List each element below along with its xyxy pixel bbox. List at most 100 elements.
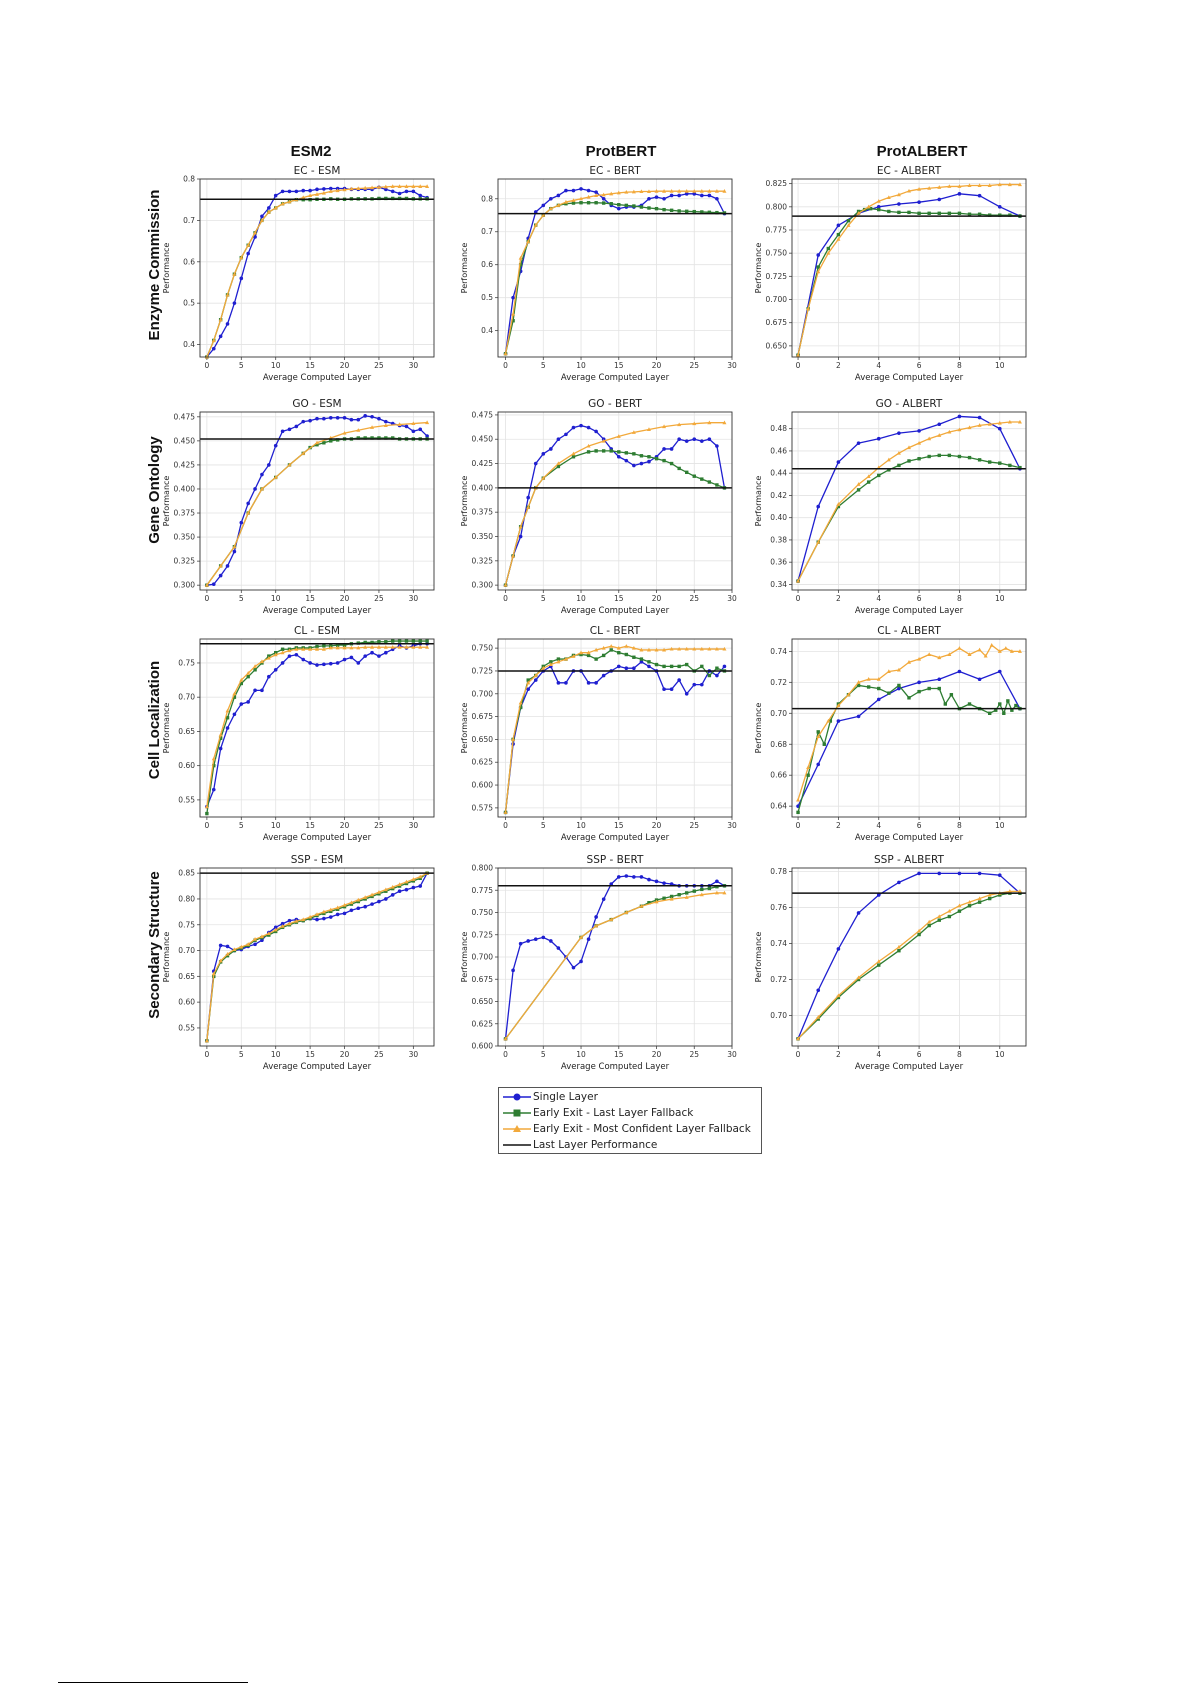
column-header-protbert: ProtBERT — [585, 143, 657, 160]
chart-0-series-single-layer-point — [315, 187, 319, 192]
chart-1-series-early-exit-most-confident-layer-fallback-point — [594, 193, 599, 197]
chart-4-series-early-exit-last-layer-fallback-point — [586, 450, 591, 454]
chart-5-series-early-exit-most-confident-layer-fallback-point — [917, 440, 922, 445]
chart-4-xtick-label: 25 — [689, 594, 699, 603]
chart-11-series-single-layer-point — [937, 871, 942, 876]
chart-7-xtick-label: 5 — [541, 821, 546, 830]
chart-3-ytick-label: 0.450 — [174, 436, 196, 445]
chart-8-series-early-exit-last-layer-fallback-point — [887, 691, 891, 695]
chart-5-series-early-exit-last-layer-fallback-point — [947, 453, 952, 458]
chart-9-series-single-layer-point — [363, 904, 367, 909]
chart-2-series-early-exit-last-layer-fallback-point — [977, 212, 982, 216]
chart-0-ylabel: Performance — [162, 243, 171, 294]
chart-6-series-early-exit-most-confident-layer-fallback-point — [301, 647, 306, 651]
chart-6-series-early-exit-most-confident-layer-fallback-point — [397, 645, 402, 649]
chart-10-series-early-exit-most-confident-layer-fallback-point — [699, 892, 704, 897]
chart-9-series-early-exit-most-confident-layer-fallback-point — [218, 958, 223, 963]
chart-3-series-single-layer-point — [384, 419, 388, 424]
chart-10-ytick-label: 0.600 — [472, 1042, 494, 1051]
chart-10-series-single-layer-point — [639, 875, 644, 879]
chart-6-series-early-exit-last-layer-fallback-point — [335, 643, 340, 647]
chart-8-series-early-exit-last-layer-fallback-point — [796, 810, 800, 815]
chart-10-ytick-label: 0.775 — [472, 886, 494, 895]
chart-5-series-early-exit-most-confident-layer-fallback-point — [987, 422, 992, 426]
chart-8-series-single-layer-point — [977, 677, 982, 682]
chart-3-series-early-exit-most-confident-layer-fallback-point — [287, 462, 292, 467]
chart-2-ylabel: Performance — [754, 243, 763, 294]
chart-9-series-early-exit-most-confident-layer-fallback-point — [294, 918, 299, 923]
chart-5-series-early-exit-most-confident-layer-fallback-point — [856, 482, 861, 486]
chart-1-plot-area — [498, 179, 732, 357]
chart-6-series-early-exit-most-confident-layer-fallback-point — [259, 659, 264, 664]
chart-6-xtick-label: 20 — [340, 821, 350, 830]
chart-6-series-early-exit-most-confident-layer-fallback-point — [225, 708, 230, 713]
chart-7-series-single-layer-point — [556, 681, 561, 685]
chart-4-ytick-label: 0.375 — [472, 508, 494, 517]
chart-7-series-early-exit-most-confident-layer-fallback-point — [503, 810, 508, 814]
chart-2-series-early-exit-last-layer-fallback-point — [836, 232, 841, 237]
chart-9-ytick-label: 0.65 — [178, 972, 195, 981]
chart-5-series-single-layer-point — [957, 414, 962, 419]
chart-5-series-early-exit-most-confident-layer-fallback-point — [896, 450, 901, 455]
chart-2-series-single-layer-point — [876, 205, 881, 209]
chart-6-series-single-layer-point — [363, 654, 367, 658]
chart-11-series-early-exit-most-confident-layer-fallback-point — [947, 908, 952, 913]
chart-3-xtick-label: 0 — [204, 594, 209, 603]
chart-7-series-early-exit-most-confident-layer-fallback-point — [616, 645, 621, 650]
chart-8-series-early-exit-most-confident-layer-fallback-point — [856, 680, 861, 684]
chart-7-series-early-exit-most-confident-layer-fallback-point — [533, 673, 538, 678]
chart-4-ytick-label: 0.400 — [472, 483, 494, 492]
chart-5-ytick-label: 0.40 — [770, 513, 787, 522]
chart-6-series-single-layer-point — [356, 661, 361, 665]
chart-9-series-early-exit-most-confident-layer-fallback-point — [363, 895, 368, 899]
chart-10-series-early-exit-most-confident-layer-fallback-point — [503, 1036, 508, 1041]
chart-9-series-single-layer-point — [370, 902, 374, 906]
chart-8-ytick-label: 0.74 — [770, 647, 787, 656]
chart-6-series-early-exit-last-layer-fallback-point — [411, 639, 416, 643]
chart-0-ytick-label: 0.4 — [183, 340, 195, 349]
chart-6-series-single-layer-point — [232, 712, 237, 717]
chart-6-series-single-layer-point — [239, 702, 244, 706]
chart-6-xtick-label: 0 — [204, 821, 209, 830]
chart-9-series-early-exit-last-layer-fallback-point — [397, 884, 402, 888]
chart-5-ytick-label: 0.34 — [770, 580, 787, 589]
chart-0-series-early-exit-most-confident-layer-fallback-point — [370, 185, 375, 190]
chart-5-plot-area — [792, 412, 1026, 590]
chart-go-bert: GO - BERT 0 5 10 15 20 25 30 0.300 0.325 0.350 0.37… — [458, 396, 738, 616]
chart-4-series-early-exit-last-layer-fallback-point — [662, 458, 666, 463]
chart-6-ytick-label: 0.75 — [178, 658, 195, 667]
chart-1-series-early-exit-last-layer-fallback-point — [685, 209, 689, 214]
chart-5-xtick-label: 8 — [957, 594, 962, 603]
chart-10-series-early-exit-most-confident-layer-fallback-point — [714, 890, 719, 895]
chart-2-series-early-exit-most-confident-layer-fallback-point — [977, 183, 982, 187]
chart-4-series-single-layer-point — [533, 461, 538, 466]
chart-7-series-early-exit-most-confident-layer-fallback-point — [556, 659, 561, 664]
chart-11-svg: SSP - ALBERT 0 2 4 6 8 10 0.70 0.72 0.74 0.76 0.78 A… — [754, 854, 1027, 1072]
chart-0-series-early-exit-most-confident-layer-fallback-point — [253, 230, 258, 235]
chart-6-title: CL - ESM — [294, 625, 340, 637]
chart-7-series-single-layer-point — [715, 673, 719, 678]
chart-0-series-single-layer-point — [308, 188, 312, 193]
chart-2-ytick-label: 0.800 — [766, 202, 788, 211]
chart-4-series-early-exit-last-layer-fallback-point — [609, 449, 613, 453]
chart-2-series-early-exit-last-layer-fallback-point — [947, 211, 952, 216]
chart-2-series-early-exit-most-confident-layer-fallback-point — [816, 269, 821, 274]
chart-3-series-early-exit-most-confident-layer-fallback-point — [356, 428, 361, 432]
chart-3-ytick-label: 0.375 — [174, 509, 196, 518]
chart-3-series-early-exit-most-confident-layer-fallback-point — [315, 440, 319, 445]
chart-1-series-single-layer-point — [556, 193, 561, 198]
chart-2-xtick-label: 0 — [796, 361, 801, 370]
chart-10-series-single-layer-point — [609, 882, 614, 886]
chart-7-series-early-exit-most-confident-layer-fallback-point — [624, 644, 629, 648]
chart-8-xtick-label: 6 — [917, 821, 922, 830]
chart-1-series-early-exit-most-confident-layer-fallback-point — [601, 192, 606, 197]
chart-8-series-early-exit-most-confident-layer-fallback-point — [927, 652, 932, 656]
chart-1-frame — [497, 178, 733, 358]
chart-3-ytick-label: 0.400 — [174, 484, 196, 493]
chart-3-series-single-layer-point — [418, 427, 423, 432]
chart-0-series-early-exit-most-confident-layer-fallback-point — [259, 218, 264, 222]
chart-cl-albert: CL - ALBERT 0 2 4 6 8 10 0.64 0.66 0.68 0.70 0.72 0.… — [752, 623, 1032, 843]
chart-4-xlabel: Average Computed Layer — [561, 606, 670, 616]
chart-7-series-single-layer-point — [632, 666, 636, 671]
chart-10-series-single-layer-point — [556, 946, 561, 950]
